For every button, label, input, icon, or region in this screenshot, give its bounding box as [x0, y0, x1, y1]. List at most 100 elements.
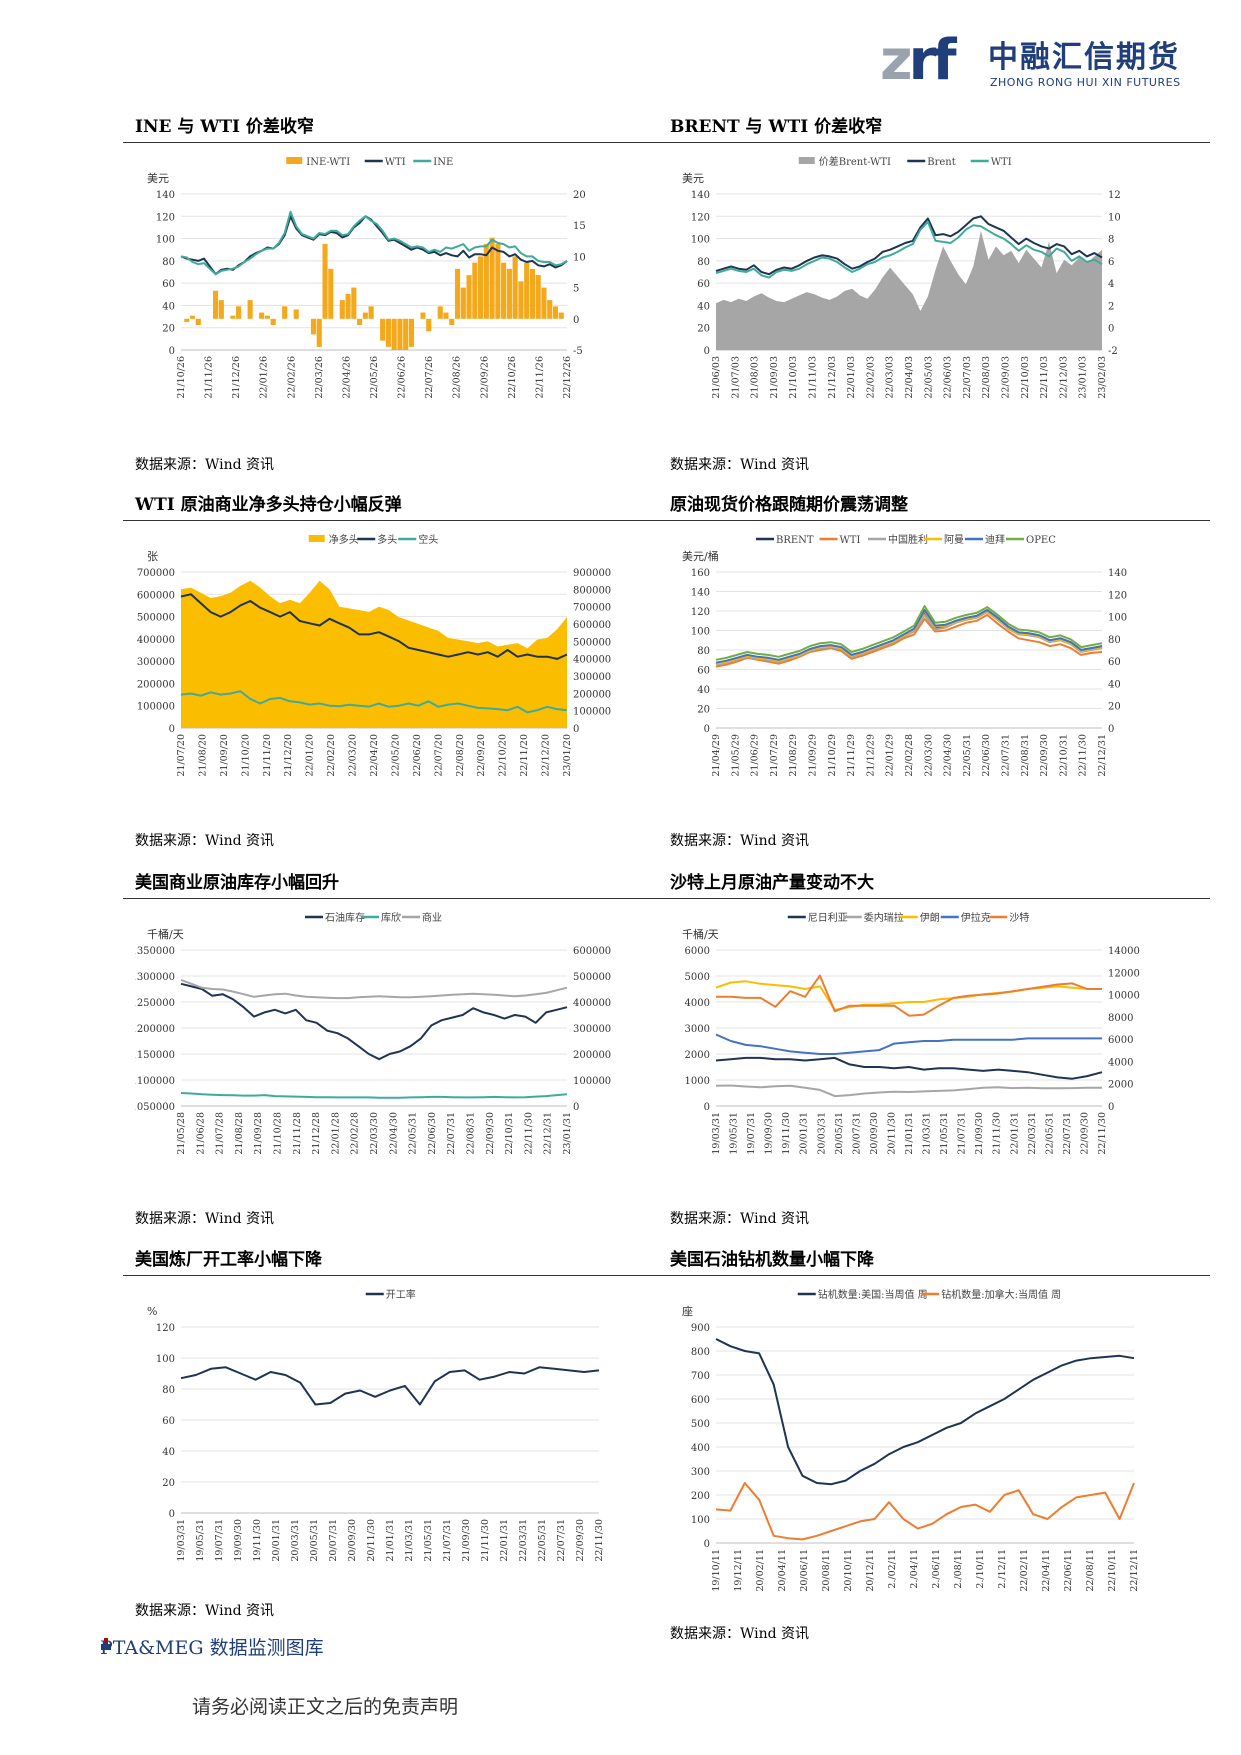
series-line: [180, 978, 568, 1000]
series: [184, 237, 564, 350]
x-tick-label: 19/07/31: [746, 1112, 757, 1155]
series: [181, 580, 567, 728]
x-tick-label: 20/08/11: [821, 1549, 832, 1592]
x-tick-label: 21/01/31: [385, 1519, 396, 1562]
x-tick-label: 21/12/20: [283, 734, 294, 777]
legend-swatch: [308, 535, 325, 542]
bar: [558, 312, 564, 319]
series-line: [715, 1033, 1102, 1055]
x-tick-label: 23/02/03: [1097, 356, 1108, 399]
x-tick-label: 22/09/03: [1001, 356, 1012, 399]
bar: [535, 275, 541, 319]
data-source: 数据来源：Wind 资讯: [670, 833, 810, 849]
chart-spot-prices: 美元/桶 BRENT WTI 中国胜利 阿曼 迪拜 OPEC 0 20 40 60 80 100 120 1…: [682, 533, 1127, 777]
x-tick-label: 21/07/28: [215, 1112, 226, 1155]
y-tick-label-right: 0: [1108, 724, 1114, 735]
y-axis-right: 0 20 40 60 80 100 120 140: [1108, 568, 1127, 735]
x-tick-label: 22/05/31: [537, 1519, 548, 1562]
series-line: [715, 609, 1103, 664]
x-tick-label: 20/07/31: [851, 1112, 862, 1155]
legend-label: 空头: [418, 533, 438, 546]
x-tick-label: 22/05/31: [1044, 1112, 1055, 1155]
legend-label: 迪拜: [985, 534, 1005, 546]
x-tick-label: 22/11/30: [523, 1112, 534, 1155]
legend-item: 沙特: [989, 912, 1029, 924]
bar: [443, 312, 449, 319]
x-tick-label: 20/12/11: [865, 1549, 876, 1592]
legend-item: 阿曼: [924, 534, 964, 546]
x-tick-label: 22/08/31: [1020, 734, 1031, 777]
y-tick-label: 0: [704, 724, 710, 735]
bar: [218, 300, 224, 319]
x-tick-label: 22/04/20: [369, 734, 380, 777]
x-tick-label: 21/08/28: [234, 1112, 245, 1155]
x-tick-label: 22/02/28: [350, 1112, 361, 1155]
x-tick-label: 21/10/03: [788, 356, 799, 399]
series: [180, 210, 568, 276]
bar: [397, 318, 403, 350]
x-tick-label: 2./02/11: [887, 1549, 898, 1589]
x-tick-label: 22/01/29: [885, 734, 896, 777]
x-tick-label: 22/11/03: [1039, 356, 1050, 399]
y-tick-label: 160: [691, 568, 710, 579]
chart-ine-wti: 美元 INE-WTI WTI INE 0 20 40 60 80 100 120 140 -5 0 5 10 1…: [147, 157, 586, 399]
x-tick-label: 22/07/26: [424, 356, 435, 399]
x-tick-label: 23/01/20: [562, 734, 573, 777]
x-tick-label: 21/04/29: [711, 734, 722, 777]
legend-label: 沙特: [1009, 912, 1029, 924]
x-tick-label: 22/05/26: [369, 356, 380, 399]
y-axis-unit: 千桶/天: [147, 927, 184, 941]
y-tick-label-right: 400000: [573, 998, 611, 1009]
x-tick-label: 21/03/31: [922, 1112, 933, 1155]
bar: [316, 318, 322, 347]
x-tick-label: 19/11/30: [252, 1519, 263, 1562]
y-tick-label: 120: [156, 1323, 175, 1334]
legend: 钻机数量:美国:当周值 周钻机数量:加拿大:当周值 周: [797, 1288, 1061, 1301]
x-tick-label: 21/08/20: [197, 734, 208, 777]
y-tick-label-right: 10000: [1108, 991, 1140, 1002]
legend-swatch: [798, 157, 815, 164]
series: [715, 220, 1103, 279]
y-axis-left: 0 100 200 300 400 500 600 700 800 900: [691, 1323, 1134, 1550]
x-tick-label: 21/11/29: [846, 734, 857, 777]
x-tick-label: 22/03/30: [923, 734, 934, 777]
x-tick-label: 22/01/03: [846, 356, 857, 399]
legend: 净多头 多头 空头: [308, 533, 438, 546]
series-line: [715, 1338, 1135, 1486]
y-tick-label: 120: [156, 212, 175, 223]
y-tick-label: 1100000: [135, 1076, 175, 1087]
series: [716, 974, 1102, 1017]
chart-title: BRENT 与 WTI 价差收窄: [670, 117, 883, 137]
bar: [362, 312, 368, 319]
legend-item: 价差Brent-WTI: [798, 155, 891, 168]
data-source: 数据来源：Wind 资讯: [135, 1603, 275, 1619]
y-tick-label-right: 10: [1108, 212, 1121, 223]
series-line: [715, 220, 1103, 279]
y-tick-label-right: 0: [1108, 324, 1114, 335]
x-tick-label: 21/11/03: [808, 356, 819, 399]
y-tick-label: 60: [162, 1416, 175, 1427]
chart-title: INE 与 WTI 价差收窄: [135, 117, 314, 137]
y-tick-label-right: 5: [573, 284, 579, 295]
x-tick-label: 22/10/31: [1058, 734, 1069, 777]
x-tick-label: 22/04/11: [1041, 1549, 1052, 1592]
x-tick-label: 20/11/30: [886, 1112, 897, 1155]
x-tick-label: 19/03/31: [711, 1112, 722, 1155]
bar: [351, 287, 357, 319]
bar: [454, 268, 461, 319]
y-tick-label-right: 0: [573, 1102, 579, 1113]
y-tick-label: 3000: [685, 1024, 710, 1035]
legend-item: 多头: [357, 533, 397, 546]
y-tick-label: 100: [691, 627, 710, 638]
legend: 尼日利亚 委内瑞拉 伊朗 伊拉克 沙特: [787, 911, 1029, 924]
y-tick-label: 300: [691, 1467, 710, 1478]
x-tick-label: 20/02/11: [755, 1549, 766, 1592]
legend-label: WTI: [991, 157, 1012, 168]
logo-english-name: ZHONG RONG HUI XIN FUTURES: [990, 76, 1181, 89]
x-tick-label: 21/05/31: [939, 1112, 950, 1155]
x-tick-label: 22/10/11: [1107, 1549, 1118, 1592]
y-tick-label: 500000: [137, 613, 175, 624]
y-tick-label-right: 140: [1108, 568, 1127, 579]
bar: [385, 318, 391, 347]
data-source: 数据来源：Wind 资讯: [135, 833, 275, 849]
